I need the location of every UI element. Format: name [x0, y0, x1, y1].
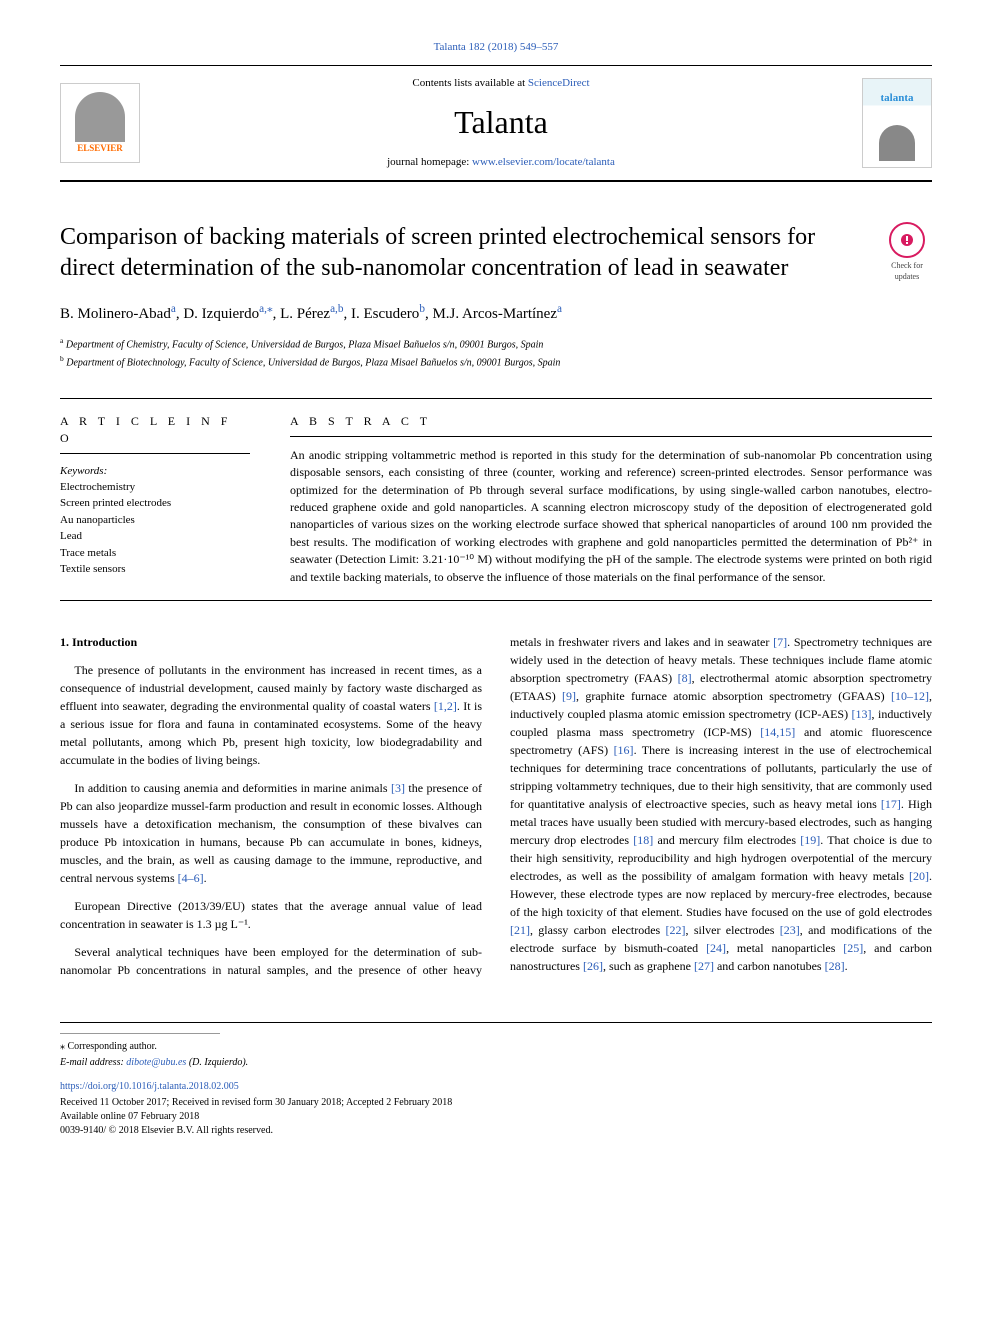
body-paragraph: The presence of pollutants in the enviro…: [60, 661, 482, 769]
available-line: Available online 07 February 2018: [60, 1110, 932, 1124]
body-columns: 1. Introduction The presence of pollutan…: [60, 633, 932, 982]
journal-cover: talanta: [862, 78, 932, 168]
ref-link[interactable]: [22]: [666, 923, 686, 937]
ref-link[interactable]: [8]: [678, 671, 692, 685]
footer-divider: [60, 1033, 220, 1034]
body-text: , such as graphene: [603, 959, 694, 973]
keyword: Au nanoparticles: [60, 512, 250, 529]
ref-link[interactable]: [19]: [800, 833, 820, 847]
ref-link[interactable]: [13]: [852, 707, 872, 721]
ref-link[interactable]: [10–12]: [891, 689, 929, 703]
sciencedirect-link[interactable]: ScienceDirect: [528, 77, 590, 89]
homepage-prefix: journal homepage:: [387, 156, 472, 168]
affiliation-b: Department of Biotechnology, Faculty of …: [66, 357, 560, 368]
abstract-text: An anodic stripping voltammetric method …: [290, 447, 932, 586]
email-line: E-mail address: dibote@ubu.es (D. Izquie…: [60, 1056, 932, 1070]
abstract-heading: A B S T R A C T: [290, 413, 932, 437]
contents-prefix: Contents lists available at: [412, 77, 527, 89]
ref-link[interactable]: [17]: [881, 797, 901, 811]
body-text: and mercury film electrodes: [653, 833, 800, 847]
affiliations: a Department of Chemistry, Faculty of Sc…: [60, 335, 932, 370]
body-text: , metal nanoparticles: [726, 941, 843, 955]
author-1-aff[interactable]: a: [171, 303, 176, 315]
ref-link[interactable]: [3]: [391, 781, 405, 795]
article-info-panel: A R T I C L E I N F O Keywords: Electroc…: [60, 399, 270, 600]
ref-link[interactable]: [28]: [825, 959, 845, 973]
ref-link[interactable]: [18]: [633, 833, 653, 847]
corresponding-note: ⁎ Corresponding author.: [60, 1040, 932, 1054]
body-text: .: [845, 959, 848, 973]
ref-link[interactable]: [9]: [562, 689, 576, 703]
author-5: M.J. Arcos-Martínez: [432, 306, 557, 322]
author-3: L. Pérez: [280, 306, 330, 322]
keywords-list: Electrochemistry Screen printed electrod…: [60, 479, 250, 578]
body-text: and carbon nanotubes: [714, 959, 825, 973]
ref-link[interactable]: [16]: [614, 743, 634, 757]
keywords-label: Keywords:: [60, 464, 250, 479]
footer-block: ⁎ Corresponding author. E-mail address: …: [60, 1022, 932, 1138]
affiliation-a: Department of Chemistry, Faculty of Scie…: [66, 340, 544, 351]
ref-link[interactable]: [1,2]: [434, 699, 457, 713]
keyword: Trace metals: [60, 545, 250, 562]
keyword: Electrochemistry: [60, 479, 250, 496]
journal-cover-label: talanta: [863, 91, 931, 106]
homepage-line: journal homepage: www.elsevier.com/locat…: [140, 155, 862, 170]
cover-tree-icon: [879, 125, 915, 161]
elsevier-tree-icon: [75, 92, 125, 142]
body-text: , glassy carbon electrodes: [530, 923, 666, 937]
ref-link[interactable]: [23]: [780, 923, 800, 937]
body-text: The presence of pollutants in the enviro…: [60, 663, 482, 713]
author-2-aff[interactable]: a,: [259, 303, 267, 315]
article-title: Comparison of backing materials of scree…: [60, 222, 862, 284]
email-label: E-mail address:: [60, 1057, 126, 1068]
authors-line: B. Molinero-Abada, D. Izquierdoa,⁎, L. P…: [60, 302, 932, 325]
ref-link[interactable]: [26]: [583, 959, 603, 973]
copyright-line: 0039-9140/ © 2018 Elsevier B.V. All righ…: [60, 1124, 932, 1138]
elsevier-logo: ELSEVIER: [60, 83, 140, 163]
doi-link[interactable]: https://doi.org/10.1016/j.talanta.2018.0…: [60, 1081, 239, 1092]
keyword: Textile sensors: [60, 561, 250, 578]
check-updates-badge[interactable]: Check for updates: [882, 222, 932, 282]
received-line: Received 11 October 2017; Received in re…: [60, 1096, 932, 1110]
ref-link[interactable]: [27]: [694, 959, 714, 973]
abstract-panel: A B S T R A C T An anodic stripping volt…: [270, 399, 932, 600]
email-link[interactable]: dibote@ubu.es: [126, 1057, 186, 1068]
section-1-heading: 1. Introduction: [60, 633, 482, 651]
author-1: B. Molinero-Abad: [60, 306, 171, 322]
author-2: D. Izquierdo: [183, 306, 259, 322]
contents-line: Contents lists available at ScienceDirec…: [140, 76, 862, 91]
ref-link[interactable]: [4–6]: [178, 871, 204, 885]
keyword: Screen printed electrodes: [60, 495, 250, 512]
ref-link[interactable]: [24]: [706, 941, 726, 955]
check-updates-label: Check for updates: [891, 261, 923, 281]
top-citation: Talanta 182 (2018) 549–557: [60, 40, 932, 55]
body-text: , silver electrodes: [686, 923, 780, 937]
homepage-link[interactable]: www.elsevier.com/locate/talanta: [472, 156, 615, 168]
author-4-aff[interactable]: b: [419, 303, 425, 315]
author-4: I. Escudero: [351, 306, 419, 322]
author-3-aff[interactable]: a,b: [330, 303, 343, 315]
ref-link[interactable]: [7]: [773, 635, 787, 649]
body-paragraph: In addition to causing anemia and deform…: [60, 779, 482, 887]
ref-link[interactable]: [21]: [510, 923, 530, 937]
check-updates-icon: [889, 222, 925, 258]
body-text: .: [204, 871, 207, 885]
article-info-heading: A R T I C L E I N F O: [60, 413, 250, 454]
body-text: In addition to causing anemia and deform…: [74, 781, 391, 795]
journal-header: ELSEVIER Contents lists available at Sci…: [60, 65, 932, 182]
keyword: Lead: [60, 528, 250, 545]
author-5-aff[interactable]: a: [557, 303, 562, 315]
journal-name: Talanta: [140, 100, 862, 145]
body-text: , graphite furnace atomic absorption spe…: [576, 689, 891, 703]
ref-link[interactable]: [14,15]: [760, 725, 795, 739]
ref-link[interactable]: [25]: [843, 941, 863, 955]
email-who: (D. Izquierdo).: [186, 1057, 248, 1068]
body-text: the presence of Pb can also jeopardize m…: [60, 781, 482, 885]
author-2-corr[interactable]: ⁎: [267, 303, 273, 315]
ref-link[interactable]: [20]: [909, 869, 929, 883]
elsevier-label: ELSEVIER: [77, 142, 123, 155]
body-paragraph: European Directive (2013/39/EU) states t…: [60, 897, 482, 933]
